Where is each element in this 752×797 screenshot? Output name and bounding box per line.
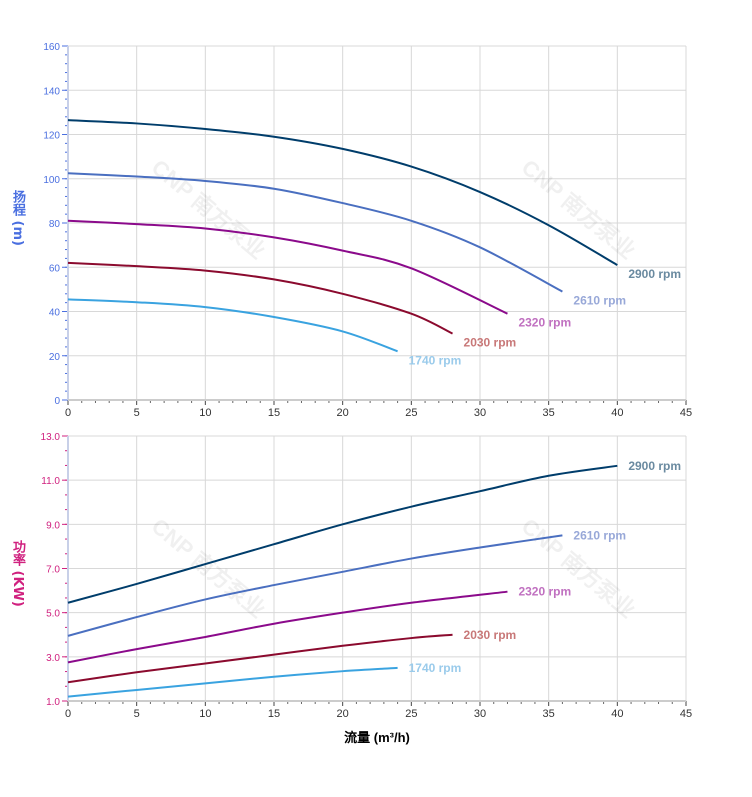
series-label: 2610 rpm [573,528,626,542]
x-axis-label: 流量 (m³/h) [344,730,410,745]
series-label: 1740 rpm [409,353,462,367]
series-label: 2900 rpm [628,459,681,473]
x-tick-label: 40 [611,708,623,720]
y-tick-label: 0 [54,396,60,407]
x-tick-label: 45 [680,708,692,720]
y-tick-label: 120 [43,131,60,142]
x-tick-label: 25 [405,708,417,720]
x-tick-label: 0 [65,708,71,720]
series-line-2030-rpm [67,633,453,684]
x-tick-label: 20 [337,407,349,419]
y-tick-label: 5.0 [46,609,60,620]
x-tick-label: 35 [543,407,555,419]
series-line-2320-rpm [67,590,508,664]
x-tick-label: 25 [405,407,417,419]
series-line-2900-rpm [67,464,618,604]
y-tick-label: 3.0 [46,653,60,664]
x-tick-label: 40 [611,407,623,419]
y-tick-label: 11.0 [41,476,60,487]
x-tick-label: 45 [680,407,692,419]
watermark-logo: CNP 南方泵业 [517,155,640,264]
x-tick-label: 35 [543,708,555,720]
y-tick-label: 20 [49,352,61,363]
x-tick-label: 10 [199,708,211,720]
y-tick-label: 160 [43,42,60,53]
x-tick-label: 5 [134,708,140,720]
series-label: 2320 rpm [518,585,571,599]
series-label: 2030 rpm [464,336,517,350]
x-tick-label: 10 [199,407,211,419]
series-line-2610-rpm [67,534,563,637]
y-tick-label: 60 [49,263,61,274]
y-tick-label: 9.0 [46,520,60,531]
x-tick-label: 5 [134,407,140,419]
y-tick-label: 7.0 [46,565,60,576]
y-tick-label: 140 [43,86,60,97]
x-tick-label: 30 [474,407,486,419]
series-line-1740-rpm [67,298,398,353]
x-tick-label: 20 [337,708,349,720]
watermark-logo: CNP 南方泵业 [147,155,270,264]
x-tick-label: 15 [268,708,280,720]
power-y-axis-label: 功率 (KW) [10,540,25,607]
y-tick-label: 100 [43,175,60,186]
x-tick-label: 30 [474,708,486,720]
series-line-2030-rpm [67,261,453,335]
series-label: 2320 rpm [518,316,571,330]
y-tick-label: 1.0 [46,697,60,708]
series-label: 1740 rpm [409,661,462,675]
series-label: 2030 rpm [464,628,517,642]
y-tick-label: 80 [49,219,61,230]
x-tick-label: 0 [65,407,71,419]
y-tick-label: 13.0 [41,432,61,443]
series-label: 2610 rpm [573,294,626,308]
series-line-1740-rpm [67,666,398,698]
series-label: 2900 rpm [628,267,681,281]
series-line-2320-rpm [67,219,508,315]
y-tick-label: 40 [49,308,61,319]
head-y-axis-label: 扬程 (m) [10,190,25,246]
x-tick-label: 15 [268,407,280,419]
series-line-2610-rpm [67,172,563,293]
series-line-2900-rpm [67,119,618,266]
